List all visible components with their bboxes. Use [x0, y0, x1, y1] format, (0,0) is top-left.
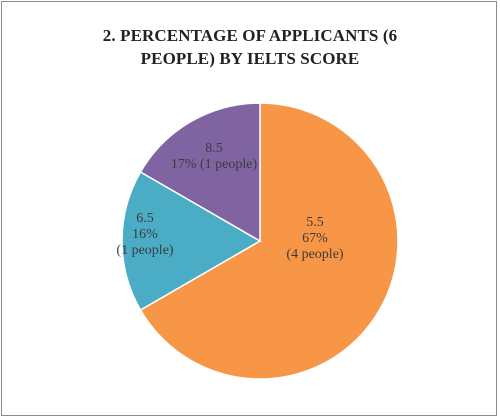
- data-label-6-5: 6.5 16% (1 people): [116, 211, 173, 258]
- data-label-line: 6.5: [136, 211, 154, 226]
- pie-slice-5-5: [139, 102, 399, 380]
- data-label-line: (1 people): [116, 243, 173, 258]
- data-label-line: 8.5: [205, 141, 223, 156]
- data-label-line: 17% (1 people): [171, 157, 258, 172]
- chart-title-line-2: PEOPLE) BY IELTS SCORE: [140, 49, 360, 68]
- chart-title-line-1: 2. PERCENTAGE OF APPLICANTS (6: [102, 26, 398, 45]
- data-label-line: 16%: [132, 227, 158, 242]
- chart-title: 2. PERCENTAGE OF APPLICANTS (6 PEOPLE) B…: [32, 24, 468, 70]
- data-label-line: 67%: [302, 231, 328, 246]
- pie-slice-6-5: [121, 170, 262, 312]
- pie-slice-8-5: [139, 102, 261, 243]
- data-label-line: 5.5: [306, 215, 324, 230]
- data-label-8-5: 8.5 17% (1 people): [171, 141, 258, 172]
- data-label-line: (4 people): [286, 247, 343, 262]
- data-label-5-5: 5.5 67% (4 people): [286, 215, 343, 262]
